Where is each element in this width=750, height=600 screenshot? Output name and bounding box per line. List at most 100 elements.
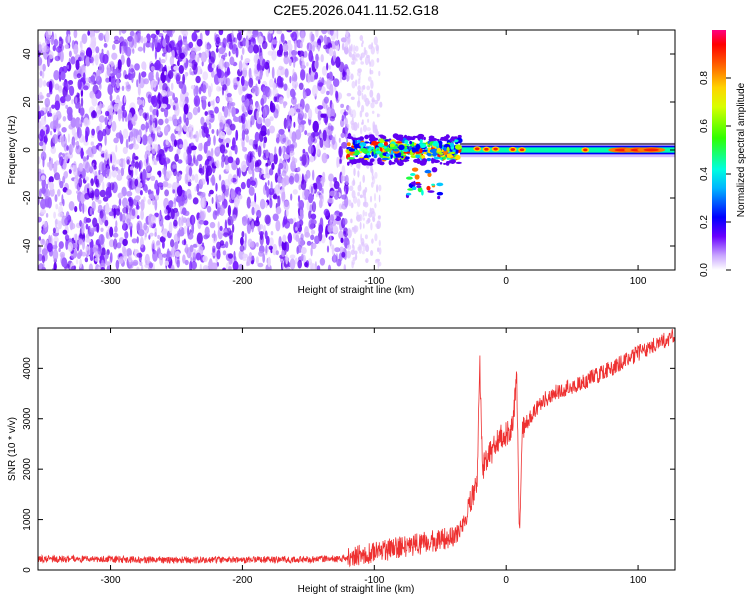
heatmap-cell [97, 248, 103, 255]
heatmap-cell [272, 213, 279, 222]
heatmap-cell [52, 227, 56, 234]
heatmap-cell [44, 37, 51, 45]
heatmap-cell [431, 183, 435, 186]
heatmap-cell [224, 137, 231, 144]
heatmap-cell [58, 247, 61, 253]
heatmap-cell [278, 162, 284, 170]
heatmap-cell [222, 37, 227, 48]
heatmap-cell [293, 217, 297, 223]
heatmap-cell [146, 136, 153, 147]
spectrogram-x-tick-label: 100 [630, 276, 647, 287]
heatmap-cell [426, 157, 432, 162]
heatmap-cell [253, 139, 259, 145]
heatmap-cell [251, 220, 255, 233]
heatmap-cell [75, 259, 79, 265]
heatmap-cell [375, 258, 380, 262]
heatmap-cell [195, 85, 199, 96]
heatmap-cell [280, 33, 285, 43]
heatmap-cell [329, 180, 333, 188]
heatmap-cell [65, 104, 69, 109]
heatmap-cell [174, 189, 178, 199]
heatmap-cell [315, 30, 319, 38]
heatmap-cell [218, 47, 225, 55]
heatmap-cell [193, 30, 200, 33]
heatmap-cell [174, 182, 180, 187]
heatmap-cell [439, 162, 443, 165]
heatmap-cell [219, 225, 223, 231]
heatmap-cell [144, 232, 147, 238]
heatmap-cell [166, 170, 172, 179]
heatmap-cell [234, 144, 238, 155]
heatmap-cell [219, 131, 226, 140]
heatmap-cell [189, 68, 192, 76]
heatmap-cell [291, 31, 298, 42]
spectrogram-x-axis-label: Height of straight line (km) [298, 285, 415, 296]
heatmap-cell [312, 84, 318, 97]
heatmap-cell [200, 95, 207, 101]
heatmap-cell [316, 143, 320, 155]
heatmap-cell [371, 99, 376, 103]
heatmap-cell [145, 121, 148, 133]
heatmap-cell [267, 256, 271, 268]
heatmap-cell [203, 220, 209, 226]
heatmap-cell [154, 227, 157, 234]
heatmap-cell [136, 134, 141, 143]
heatmap-cell [166, 30, 173, 37]
heatmap-cell [118, 198, 122, 207]
heatmap-cell [92, 110, 96, 118]
heatmap-cell [197, 56, 200, 63]
heatmap-cell [210, 113, 215, 119]
heatmap-cell [310, 213, 317, 220]
heatmap-cell [157, 234, 161, 240]
heatmap-cell [99, 189, 107, 198]
heatmap-cell [289, 218, 294, 225]
heatmap-cell [406, 192, 412, 196]
heatmap-cell [309, 155, 315, 163]
heatmap-cell [227, 156, 234, 164]
heatmap-cell [186, 111, 193, 120]
heatmap-cell [160, 107, 165, 112]
heatmap-cell [176, 259, 180, 268]
heatmap-cell [247, 238, 253, 248]
heatmap-cell [157, 170, 162, 176]
heatmap-cell [142, 178, 145, 188]
heatmap-cell [340, 132, 345, 139]
heatmap-cell [357, 85, 362, 92]
heatmap-cell [221, 184, 226, 193]
heatmap-cell [164, 118, 169, 124]
heatmap-cell [64, 44, 70, 50]
heatmap-cell [38, 168, 42, 174]
heatmap-cell [111, 204, 118, 210]
heatmap-cell [108, 239, 115, 248]
heatmap-cell [262, 86, 267, 96]
heatmap-cell [38, 56, 43, 66]
heatmap-cell [53, 161, 58, 174]
heatmap-cell [175, 126, 180, 132]
spectrogram-y-tick-label: 0 [22, 147, 33, 153]
heatmap-cell [343, 264, 346, 270]
heatmap-cell [317, 38, 322, 46]
heatmap-cell [228, 150, 232, 159]
heatmap-cell [60, 135, 67, 148]
heatmap-cell [80, 89, 84, 97]
heatmap-cell [413, 180, 416, 187]
heatmap-cell [264, 118, 271, 128]
heatmap-cell [364, 56, 369, 66]
heatmap-cell [229, 56, 235, 66]
heatmap-cell [359, 110, 363, 118]
heatmap-cell [190, 85, 195, 90]
heatmap-cell [184, 259, 189, 266]
heatmap-cell [300, 30, 305, 43]
heatmap-cell [330, 125, 334, 132]
heatmap-cell [427, 147, 431, 150]
heatmap-cell [351, 202, 354, 208]
heatmap-cell [143, 78, 149, 85]
heatmap-cell [272, 82, 277, 91]
heatmap-cell [254, 160, 259, 167]
heatmap-cell [229, 42, 233, 50]
heatmap-cell [329, 30, 334, 36]
heatmap-cell [101, 247, 106, 256]
heatmap-cell [126, 84, 131, 90]
heatmap-cell [137, 46, 144, 52]
